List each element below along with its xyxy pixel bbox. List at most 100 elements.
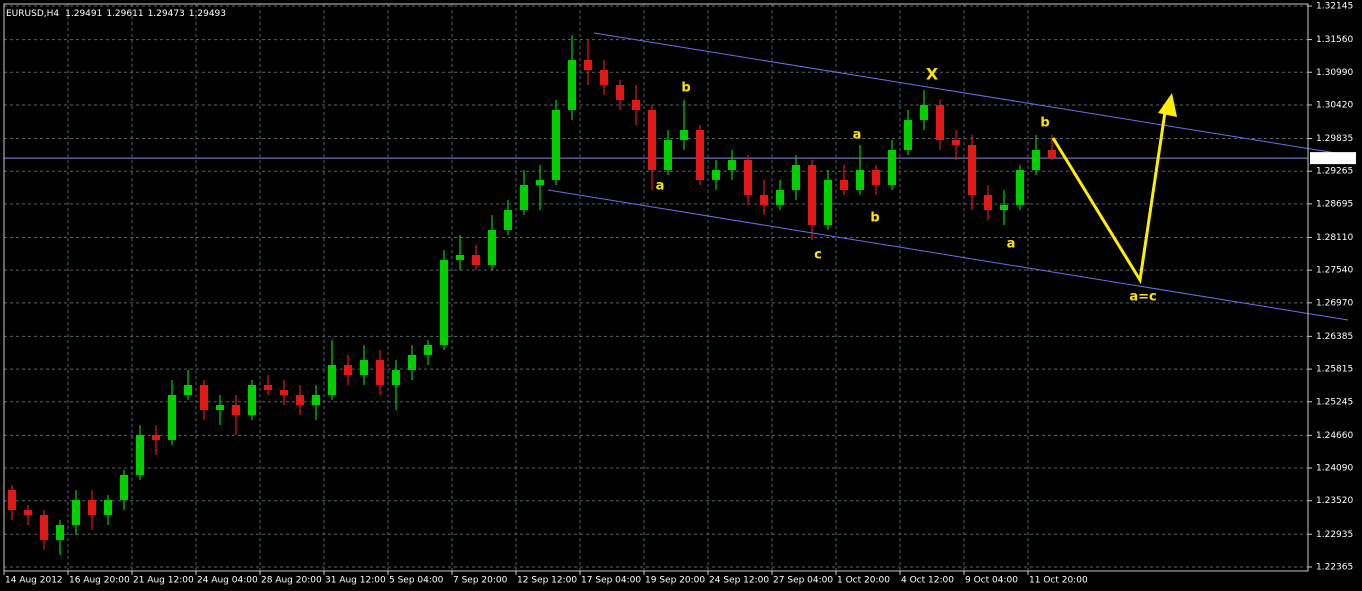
candle-body xyxy=(952,139,960,145)
header: EURUSD,H4 1.29491 1.29611 1.29473 1.29493 xyxy=(6,9,226,19)
x-tick-label: 11 Oct 20:00 xyxy=(1029,576,1088,586)
candle-body xyxy=(904,119,912,150)
candle-body xyxy=(840,179,848,191)
candle-body xyxy=(1032,149,1040,170)
wave-label: b xyxy=(870,211,879,226)
y-tick-label: 1.22365 xyxy=(1316,562,1353,572)
arrow-head xyxy=(1158,93,1177,117)
candle-body xyxy=(536,179,544,186)
y-tick-label: 1.29835 xyxy=(1316,134,1353,144)
header-low: 1.29473 xyxy=(148,9,185,19)
x-tick-label: 1 Oct 20:00 xyxy=(837,576,890,586)
y-tick-label: 1.26970 xyxy=(1316,298,1353,308)
candle-body xyxy=(40,515,48,541)
candle-body xyxy=(232,405,240,415)
x-tick-label: 16 Aug 20:00 xyxy=(69,576,130,586)
candle-body xyxy=(1048,149,1056,159)
candle-body xyxy=(328,365,336,396)
x-tick-label: 24 Sep 12:00 xyxy=(709,576,769,586)
header-close: 1.29493 xyxy=(189,9,226,19)
candle-body xyxy=(184,384,192,396)
y-tick-label: 1.25815 xyxy=(1316,365,1353,375)
candle-body xyxy=(72,499,80,525)
y-tick-label: 1.27540 xyxy=(1316,266,1353,276)
candle-body xyxy=(984,195,992,210)
header-open: 1.29491 xyxy=(65,9,102,19)
candle-body xyxy=(424,345,432,355)
annotations: b a c a b Xb a a=c xyxy=(656,65,1157,305)
candle-body xyxy=(728,160,736,170)
x-tick-label: 9 Oct 04:00 xyxy=(965,576,1018,586)
candle-body xyxy=(888,149,896,186)
candle-body xyxy=(8,490,16,511)
candle-body xyxy=(472,255,480,265)
candle-body xyxy=(440,259,448,346)
candle-body xyxy=(104,499,112,516)
y-tick-label: 1.23520 xyxy=(1316,496,1353,506)
candles xyxy=(8,35,1056,555)
wave-label: X xyxy=(926,65,939,84)
candle-body xyxy=(504,209,512,230)
wave-label: a=c xyxy=(1129,290,1156,305)
candle-body xyxy=(824,179,832,226)
candle-body xyxy=(264,384,272,391)
candle-body xyxy=(872,169,880,186)
candle-body xyxy=(136,435,144,475)
candle-body xyxy=(280,390,288,396)
candle-body xyxy=(360,360,368,376)
y-tick-label: 1.30420 xyxy=(1316,100,1353,110)
price-label: 1.29493 xyxy=(1314,154,1351,164)
candle-body xyxy=(488,229,496,265)
wave-label: b xyxy=(1040,116,1049,131)
candle-body xyxy=(856,169,864,191)
y-tick-label: 1.28695 xyxy=(1316,199,1353,209)
x-tick-label: 31 Aug 12:00 xyxy=(325,576,386,586)
plot-frame xyxy=(3,3,1309,572)
y-tick-label: 1.25245 xyxy=(1316,397,1353,407)
grid xyxy=(4,4,1308,571)
candle-body xyxy=(376,360,384,385)
candle-body xyxy=(456,255,464,260)
candle-body xyxy=(616,84,624,101)
candle-body xyxy=(216,405,224,410)
wave-label: a xyxy=(656,179,665,194)
candle-body xyxy=(776,190,784,205)
header-high: 1.29611 xyxy=(106,9,143,19)
candle-body xyxy=(744,160,752,196)
y-tick-label: 1.22935 xyxy=(1316,530,1353,540)
candle-body xyxy=(312,395,320,406)
y-tick-label: 1.29265 xyxy=(1316,167,1353,177)
y-tick-label: 1.28110 xyxy=(1316,233,1353,243)
candle-body xyxy=(632,100,640,111)
symbol: EURUSD,H4 xyxy=(6,9,59,19)
candle-body xyxy=(648,110,656,170)
x-tick-label: 14 Aug 2012 xyxy=(5,576,63,586)
candle-body xyxy=(88,499,96,516)
y-tick-label: 1.24660 xyxy=(1316,431,1353,441)
wave-label: b xyxy=(681,81,690,96)
candle-body xyxy=(920,105,928,120)
candle-body xyxy=(344,365,352,376)
candle-body xyxy=(24,510,32,516)
wave-label: a xyxy=(853,128,862,143)
candle-body xyxy=(296,395,304,406)
x-tick-label: 12 Sep 12:00 xyxy=(517,576,577,586)
candle-body xyxy=(552,110,560,180)
x-tick-label: 21 Aug 12:00 xyxy=(133,576,194,586)
candle-body xyxy=(520,185,528,210)
x-tick-label: 27 Sep 04:00 xyxy=(773,576,833,586)
price-label-box xyxy=(1310,152,1356,165)
channel-upper xyxy=(593,32,1349,156)
projection xyxy=(1051,111,1167,285)
wave-label: c xyxy=(814,248,822,263)
x-tick-label: 24 Aug 04:00 xyxy=(197,576,258,586)
channel-lower xyxy=(547,189,1349,321)
candle-body xyxy=(1000,204,1008,210)
candle-body xyxy=(408,354,416,371)
x-tick-label: 7 Sep 20:00 xyxy=(453,576,508,586)
x-tick-label: 17 Sep 04:00 xyxy=(581,576,641,586)
y-tick-label: 1.30990 xyxy=(1316,68,1353,78)
